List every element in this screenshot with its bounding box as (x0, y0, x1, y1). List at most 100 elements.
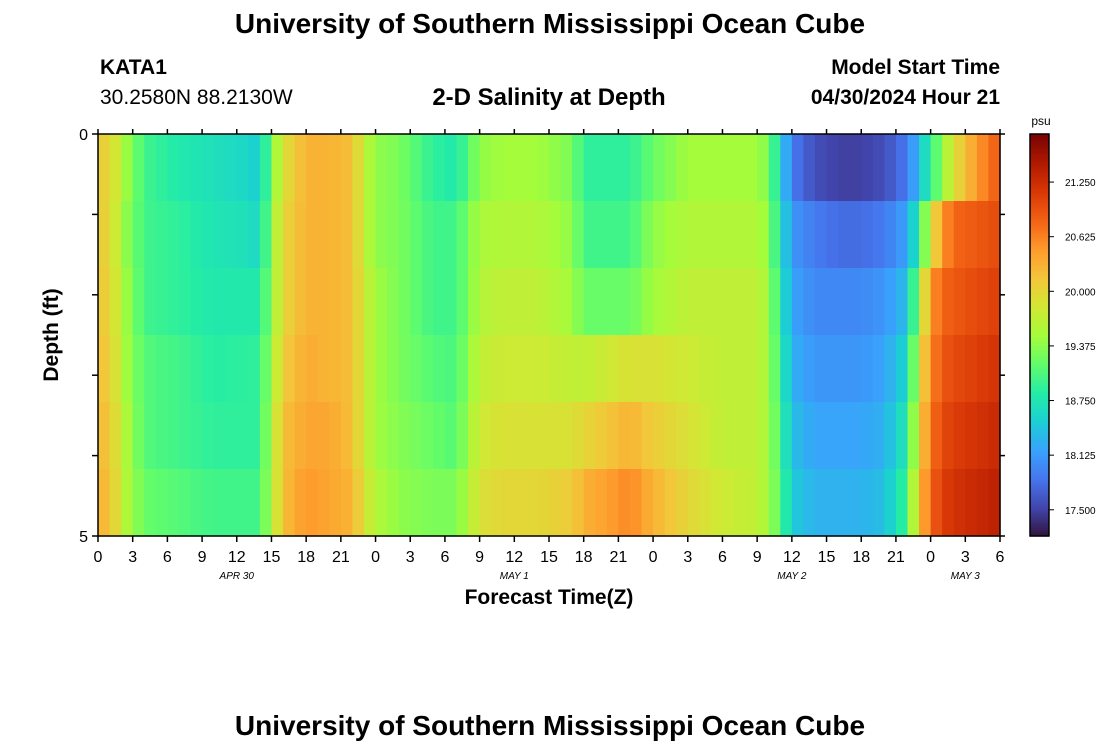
colorbar-swatch (1030, 509, 1049, 513)
colorbar-swatch (1030, 240, 1049, 244)
colorbar-swatch (1030, 433, 1049, 437)
heatmap-cell (745, 201, 758, 269)
heatmap-cell (919, 134, 932, 202)
heatmap-cell (387, 134, 400, 202)
heatmap-cell (676, 268, 689, 336)
colorbar-swatch (1030, 272, 1049, 276)
heatmap-cell (641, 402, 654, 470)
heatmap-cell (410, 469, 423, 537)
colorbar-swatch (1030, 463, 1049, 467)
heatmap-cell (861, 335, 874, 403)
heatmap-cell (537, 402, 550, 470)
colorbar-swatch (1030, 286, 1049, 290)
colorbar-swatch (1030, 134, 1049, 137)
heatmap-cell (641, 335, 654, 403)
heatmap-cell (988, 469, 1001, 537)
heatmap-cell (988, 268, 1001, 336)
heatmap-cell (202, 402, 215, 470)
heatmap-cell (861, 469, 874, 537)
heatmap-cell (109, 335, 122, 403)
heatmap-cell (190, 134, 203, 202)
heatmap-cell (236, 469, 249, 537)
heatmap-cell (872, 469, 885, 537)
colorbar-swatch (1030, 529, 1049, 533)
heatmap-cell (433, 201, 446, 269)
colorbar-swatch (1030, 531, 1049, 535)
x-tick-label: 6 (163, 549, 172, 566)
heatmap-cell (861, 268, 874, 336)
heatmap-cell (236, 402, 249, 470)
colorbar-swatch (1030, 246, 1049, 250)
heatmap-cell (283, 134, 296, 202)
colorbar-swatch (1030, 393, 1049, 396)
heatmap-cell (895, 134, 909, 202)
heatmap-cell (664, 134, 677, 202)
heatmap-cell (352, 402, 365, 470)
colorbar-swatch (1030, 276, 1049, 280)
heatmap-cell (595, 268, 608, 336)
heatmap-cell (502, 201, 515, 269)
heatmap-cell (421, 268, 434, 336)
colorbar-swatch (1030, 268, 1049, 272)
colorbar-swatch (1030, 316, 1049, 320)
heatmap-cell (387, 268, 400, 336)
heatmap-cell (502, 268, 515, 336)
colorbar-swatch (1030, 260, 1049, 264)
heatmap-cell (606, 469, 619, 537)
colorbar-swatch (1030, 282, 1049, 286)
heatmap-cell (456, 335, 469, 403)
heatmap-cell (803, 469, 816, 537)
heatmap-cell (352, 201, 365, 269)
heatmap-cell (121, 335, 134, 403)
heatmap-cell (306, 268, 319, 336)
heatmap-cell (549, 402, 562, 470)
heatmap-cell (572, 134, 585, 202)
heatmap-cell (375, 268, 388, 336)
heatmap-cell (421, 201, 434, 269)
heatmap-cell (583, 402, 596, 470)
heatmap-cell (317, 201, 330, 269)
heatmap-cell (687, 335, 700, 403)
heatmap-cell (595, 469, 608, 537)
colorbar-swatch (1030, 469, 1049, 473)
colorbar-swatch (1030, 345, 1049, 348)
colorbar-swatch (1030, 477, 1049, 481)
x-tick-label: 0 (94, 549, 103, 566)
heatmap-cell (884, 469, 897, 537)
heatmap-cell (259, 335, 273, 403)
heatmap-cells (98, 134, 1001, 537)
heatmap-cell (132, 134, 145, 202)
heatmap-cell (456, 134, 469, 202)
colorbar-swatch (1030, 196, 1049, 199)
heatmap-cell (202, 268, 215, 336)
colorbar-swatch (1030, 377, 1049, 380)
colorbar-swatch (1030, 312, 1049, 316)
heatmap-cell (121, 469, 134, 537)
heatmap-cell (190, 201, 203, 269)
colorbar-swatch (1030, 202, 1049, 205)
heatmap-cell (491, 469, 504, 537)
heatmap-cell (248, 335, 261, 403)
colorbar-swatch (1030, 158, 1049, 161)
colorbar-swatch (1030, 499, 1049, 503)
heatmap-cell (629, 201, 643, 269)
heatmap-cell (942, 402, 955, 470)
heatmap-cell (826, 201, 839, 269)
heatmap-cell (375, 402, 388, 470)
heatmap-cell (421, 335, 434, 403)
colorbar-swatch (1030, 212, 1049, 215)
colorbar-swatch (1030, 186, 1049, 189)
heatmap-cell (641, 469, 654, 537)
heatmap-cell (479, 402, 492, 470)
heatmap-cell (884, 268, 897, 336)
heatmap-cell (375, 335, 388, 403)
heatmap-cell (803, 268, 816, 336)
heatmap-cell (144, 469, 157, 537)
colorbar-tick-label: 20.625 (1065, 233, 1096, 244)
colorbar-swatch (1030, 355, 1049, 358)
heatmap-cell (583, 335, 596, 403)
y-axis: 05 (79, 127, 1005, 546)
heatmap-cell (907, 335, 920, 403)
colorbar-swatch (1030, 294, 1049, 298)
heatmap-cell (942, 134, 955, 202)
